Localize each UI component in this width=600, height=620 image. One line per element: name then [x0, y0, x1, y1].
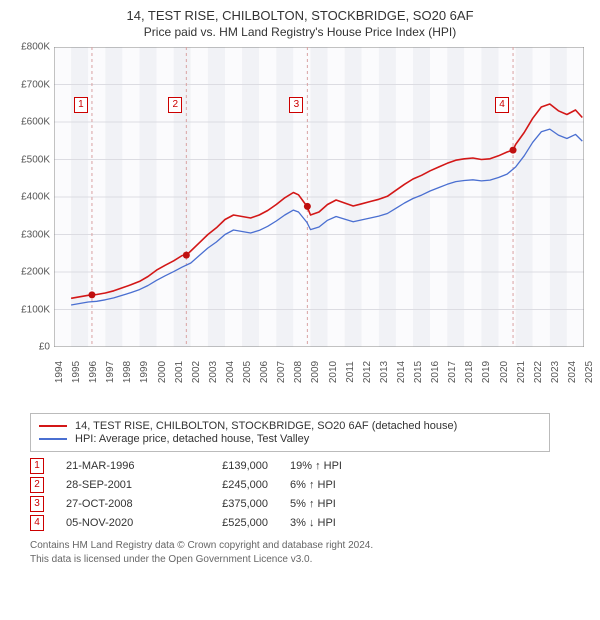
footer: Contains HM Land Registry data © Crown c… [30, 539, 590, 566]
sales-date: 21-MAR-1996 [66, 460, 166, 472]
legend-swatch [39, 425, 67, 427]
x-tick-label: 2002 [191, 361, 202, 383]
x-tick-label: 2017 [447, 361, 458, 383]
x-tick-label: 2021 [516, 361, 527, 383]
y-tick-label: £0 [10, 342, 50, 353]
footer-line-1: Contains HM Land Registry data © Crown c… [30, 539, 590, 553]
x-tick-label: 2016 [430, 361, 441, 383]
legend-swatch [39, 438, 67, 440]
y-tick-label: £200K [10, 267, 50, 278]
x-tick-label: 2013 [379, 361, 390, 383]
x-tick-label: 2019 [481, 361, 492, 383]
chart-marker-2: 2 [168, 97, 182, 113]
x-tick-label: 2024 [567, 361, 578, 383]
x-tick-label: 1996 [88, 361, 99, 383]
x-tick-label: 2020 [499, 361, 510, 383]
x-tick-label: 2008 [293, 361, 304, 383]
x-tick-label: 1997 [105, 361, 116, 383]
y-tick-label: £800K [10, 42, 50, 53]
y-tick-label: £300K [10, 229, 50, 240]
chart-marker-4: 4 [495, 97, 509, 113]
chart-area: £0£100K£200K£300K£400K£500K£600K£700K£80… [10, 47, 590, 407]
x-tick-label: 2025 [584, 361, 595, 383]
x-tick-label: 1998 [122, 361, 133, 383]
legend-label: 14, TEST RISE, CHILBOLTON, STOCKBRIDGE, … [75, 420, 457, 432]
y-tick-label: £700K [10, 79, 50, 90]
sales-price: £245,000 [188, 479, 268, 491]
legend: 14, TEST RISE, CHILBOLTON, STOCKBRIDGE, … [30, 413, 550, 452]
x-tick-label: 2001 [174, 361, 185, 383]
x-tick-label: 2009 [310, 361, 321, 383]
x-tick-label: 2018 [464, 361, 475, 383]
sales-marker: 2 [30, 477, 44, 493]
sales-date: 27-OCT-2008 [66, 498, 166, 510]
sales-price: £375,000 [188, 498, 268, 510]
legend-row: HPI: Average price, detached house, Test… [39, 433, 541, 445]
sales-delta: 19% ↑ HPI [290, 460, 390, 472]
x-tick-label: 2006 [259, 361, 270, 383]
chart-marker-3: 3 [289, 97, 303, 113]
x-tick-label: 2000 [157, 361, 168, 383]
x-tick-label: 2003 [208, 361, 219, 383]
sales-row: 1 21-MAR-1996 £139,000 19% ↑ HPI [30, 458, 590, 474]
sales-row: 3 27-OCT-2008 £375,000 5% ↑ HPI [30, 496, 590, 512]
legend-row: 14, TEST RISE, CHILBOLTON, STOCKBRIDGE, … [39, 420, 541, 432]
x-tick-label: 2022 [533, 361, 544, 383]
sales-marker: 3 [30, 496, 44, 512]
x-tick-label: 1995 [71, 361, 82, 383]
sales-price: £139,000 [188, 460, 268, 472]
y-tick-label: £600K [10, 117, 50, 128]
sales-price: £525,000 [188, 517, 268, 529]
chart-subtitle: Price paid vs. HM Land Registry's House … [10, 25, 590, 39]
sales-table: 1 21-MAR-1996 £139,000 19% ↑ HPI 2 28-SEP-200… [30, 458, 590, 531]
plot-svg [54, 47, 584, 347]
sales-delta: 6% ↑ HPI [290, 479, 390, 491]
chart-marker-1: 1 [74, 97, 88, 113]
x-tick-label: 2023 [550, 361, 561, 383]
y-tick-label: £500K [10, 154, 50, 165]
legend-label: HPI: Average price, detached house, Test… [75, 433, 309, 445]
x-tick-label: 2015 [413, 361, 424, 383]
x-tick-label: 2007 [276, 361, 287, 383]
sales-marker: 4 [30, 515, 44, 531]
x-tick-label: 2011 [345, 361, 356, 383]
sales-marker: 1 [30, 458, 44, 474]
chart-container: 14, TEST RISE, CHILBOLTON, STOCKBRIDGE, … [0, 0, 600, 574]
x-tick-label: 2005 [242, 361, 253, 383]
y-tick-label: £100K [10, 304, 50, 315]
footer-line-2: This data is licensed under the Open Gov… [30, 553, 590, 567]
sales-date: 05-NOV-2020 [66, 517, 166, 529]
x-tick-label: 1994 [54, 361, 65, 383]
sales-delta: 3% ↓ HPI [290, 517, 390, 529]
sales-delta: 5% ↑ HPI [290, 498, 390, 510]
chart-title: 14, TEST RISE, CHILBOLTON, STOCKBRIDGE, … [10, 8, 590, 23]
x-tick-label: 2012 [362, 361, 373, 383]
x-tick-label: 2004 [225, 361, 236, 383]
x-tick-label: 2014 [396, 361, 407, 383]
sales-row: 4 05-NOV-2020 £525,000 3% ↓ HPI [30, 515, 590, 531]
y-tick-label: £400K [10, 192, 50, 203]
sales-row: 2 28-SEP-2001 £245,000 6% ↑ HPI [30, 477, 590, 493]
sales-date: 28-SEP-2001 [66, 479, 166, 491]
x-tick-label: 2010 [328, 361, 339, 383]
x-tick-label: 1999 [139, 361, 150, 383]
